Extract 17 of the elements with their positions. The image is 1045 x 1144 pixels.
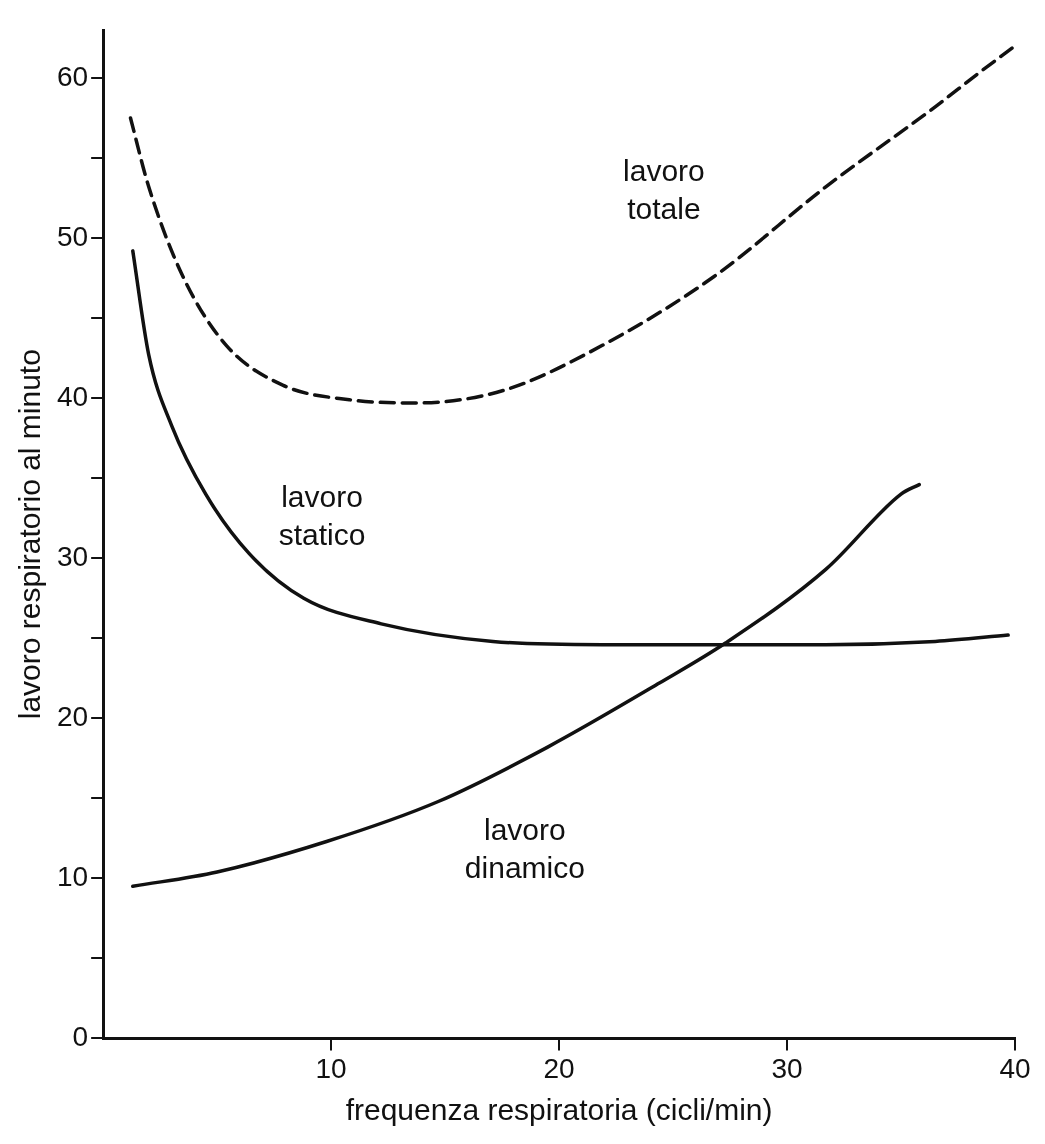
y-tick-label: 20	[56, 700, 89, 732]
y-tick-label: 0	[72, 1021, 89, 1053]
x-tick-label: 40	[999, 1052, 1031, 1084]
line-series	[128, 45, 1015, 405]
y-tick-label: 60	[56, 60, 89, 92]
x-tick-label: 20	[543, 1052, 575, 1084]
y-tick-label: 40	[56, 380, 89, 412]
x-tick-label: 30	[771, 1052, 803, 1084]
y-axis-title: lavoro respiratorio al minuto	[13, 349, 47, 720]
y-tick-label: 30	[56, 540, 89, 572]
y-tick-label: 50	[56, 220, 89, 252]
series-label: lavoro dinamico	[464, 813, 585, 885]
x-axis-title: frequenza respiratoria (cicli/min)	[345, 1093, 773, 1127]
y-tick-label: 10	[56, 861, 89, 893]
series-label: lavoro totale	[623, 153, 705, 225]
series-label: lavoro statico	[278, 480, 366, 552]
x-tick-label: 10	[315, 1052, 347, 1084]
